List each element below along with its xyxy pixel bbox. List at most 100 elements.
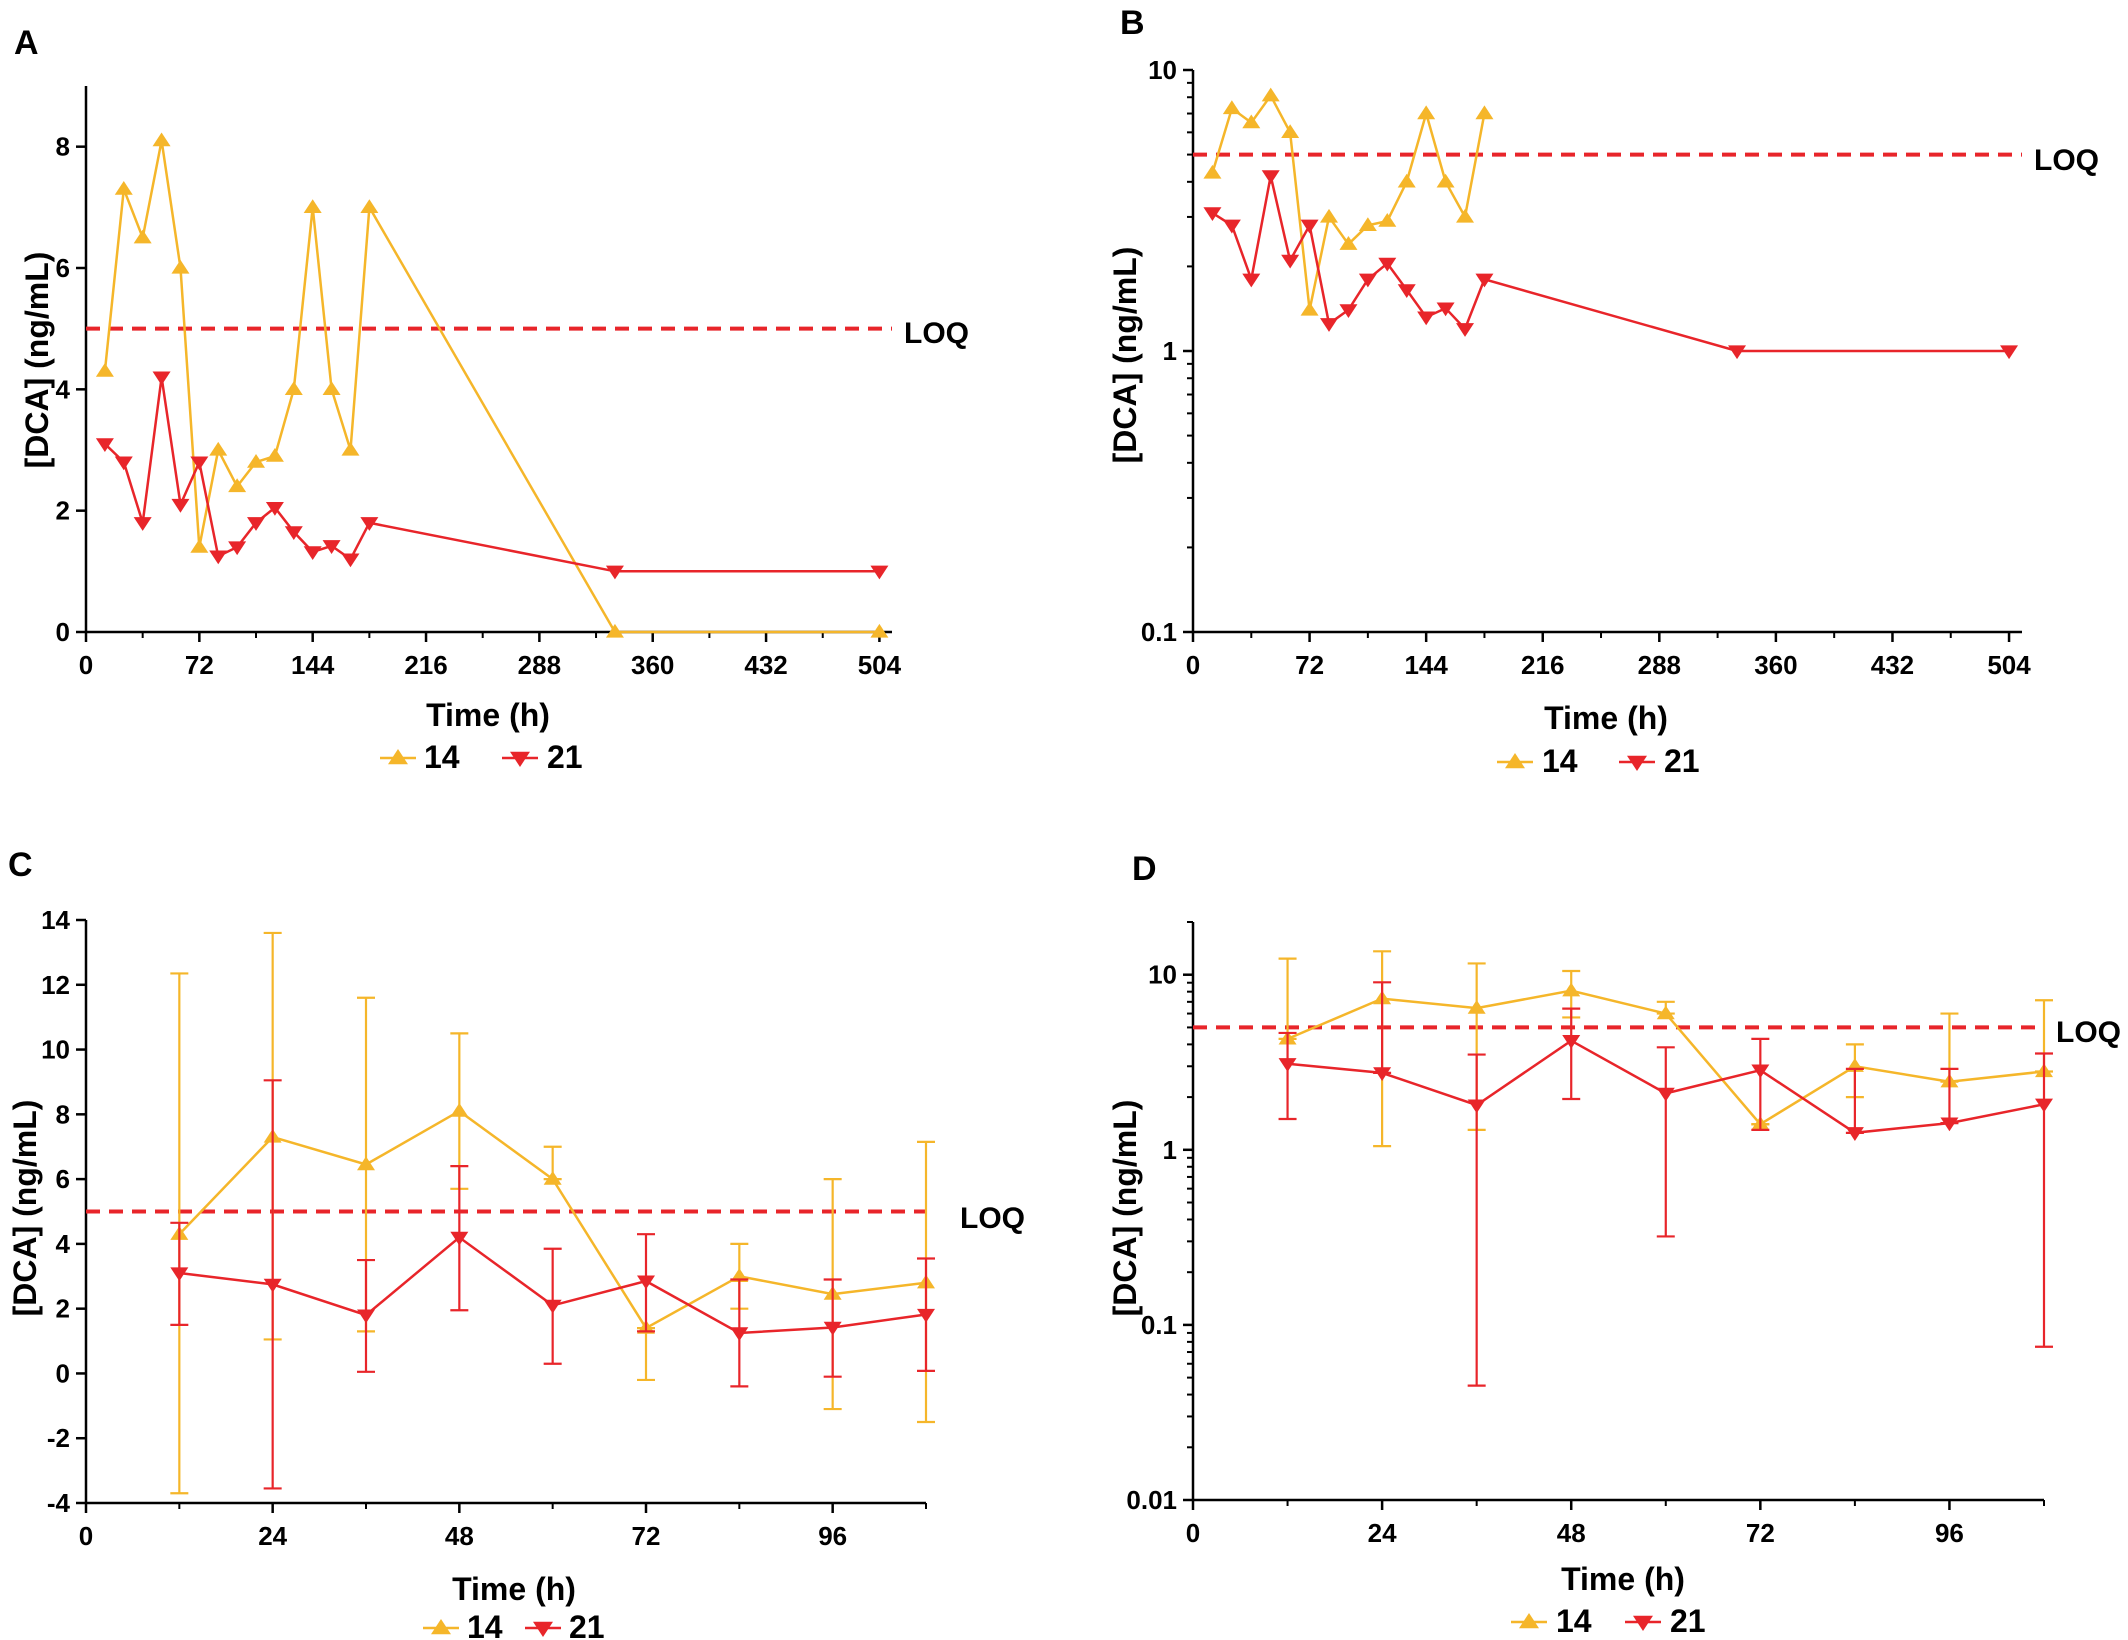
x-tick-layer: 0 24 48 72 96 — [79, 1503, 927, 1551]
x-tick-label: 144 — [1404, 650, 1448, 680]
loq-label: LOQ — [960, 1202, 1025, 1235]
data-point — [450, 1102, 469, 1117]
y-tick-label: 8 — [56, 1099, 70, 1129]
legend-marker-21 — [1619, 755, 1655, 771]
y-tick-label: 8 — [56, 132, 70, 162]
y-tick-label: 14 — [41, 905, 70, 935]
legend-triangle — [533, 1621, 553, 1637]
data-point — [1278, 1058, 1297, 1072]
legend-marker-14 — [1497, 753, 1533, 769]
x-tick-layer: 0 72 144 216 288 360 432 504 — [79, 632, 902, 680]
legend-label-14: 14 — [467, 1609, 503, 1640]
data-point — [1358, 273, 1377, 288]
data-point — [263, 1278, 282, 1293]
data-point — [1456, 208, 1475, 223]
plot-layer — [84, 86, 892, 638]
legend-label-21: 21 — [569, 1609, 605, 1640]
panel-letter: C — [8, 846, 33, 884]
y-tick-label: -2 — [47, 1423, 70, 1453]
x-tick-label: 216 — [404, 650, 447, 680]
data-point — [1417, 105, 1436, 120]
data-point — [1339, 236, 1358, 250]
data-point — [1656, 1087, 1675, 1102]
data-point — [190, 456, 209, 471]
x-tick-label: 0 — [79, 650, 93, 680]
x-tick-label: 0 — [79, 1521, 93, 1551]
data-point — [247, 517, 266, 531]
x-tick-label: 48 — [1557, 1518, 1586, 1548]
y-axis-title: [DCA] (ng/mL) — [7, 1100, 43, 1317]
legend: 14 21 — [1511, 1603, 1706, 1639]
data-point — [341, 441, 360, 456]
data-point — [265, 501, 284, 516]
data-point — [133, 229, 152, 244]
data-point — [152, 132, 171, 147]
legend-marker-14 — [380, 749, 416, 765]
data-point — [247, 454, 266, 468]
series-14 — [1203, 87, 1494, 316]
y-tick-label: 12 — [41, 970, 70, 1000]
y-tick-label: 4 — [56, 374, 71, 404]
data-point — [171, 498, 190, 513]
data-point — [357, 1156, 375, 1171]
data-point — [95, 363, 114, 377]
legend-triangle — [1519, 1613, 1539, 1629]
y-axis-title: [DCA] (ng/mL) — [19, 252, 55, 469]
legend-marker-21 — [502, 751, 538, 767]
data-point — [1320, 208, 1339, 223]
data-point — [917, 1308, 935, 1323]
legend-triangle — [1505, 753, 1525, 769]
x-tick-label: 72 — [632, 1521, 661, 1551]
data-point — [190, 538, 209, 553]
data-point — [170, 1267, 189, 1282]
y-tick-layer: 0.1 1 10 — [1141, 55, 1193, 647]
data-point — [1222, 219, 1241, 234]
data-point — [1475, 273, 1494, 288]
loq-label: LOQ — [904, 317, 969, 350]
data-point — [322, 540, 341, 554]
y-tick-label: 1 — [1163, 1135, 1177, 1165]
data-point — [605, 565, 624, 580]
x-tick-label: 24 — [1368, 1518, 1397, 1548]
data-point — [1436, 173, 1455, 188]
y-tick-label: 0.1 — [1141, 617, 1177, 647]
panel-b: B 0.1 1 10 0 72 144 216 288 360 432 504 LOQ [DCA]… — [1107, 4, 2099, 779]
legend-triangle — [431, 1619, 451, 1635]
legend-marker-21 — [525, 1621, 561, 1637]
plot-layer — [1191, 922, 2053, 1502]
y-tick-layer: -4 -2 0 2 4 6 8 10 12 14 — [41, 905, 86, 1518]
data-point — [1562, 982, 1581, 997]
y-tick-label: 6 — [56, 1164, 70, 1194]
plot-layer — [84, 920, 935, 1505]
x-tick-label: 432 — [744, 650, 787, 680]
y-tick-label: 1 — [1163, 336, 1177, 366]
data-point — [114, 456, 133, 471]
data-point — [450, 1231, 469, 1246]
x-tick-label: 72 — [1746, 1518, 1775, 1548]
y-tick-label: 0 — [56, 1358, 70, 1388]
data-point — [1397, 284, 1416, 298]
panel-letter: B — [1120, 4, 1145, 42]
data-point — [1281, 254, 1300, 269]
panel-letter: A — [14, 24, 39, 62]
data-point — [209, 441, 228, 456]
y-tick-label: -4 — [47, 1488, 71, 1518]
legend-label-21: 21 — [547, 739, 583, 775]
legend-label-14: 14 — [1556, 1603, 1592, 1639]
x-axis-title: Time (h) — [1544, 700, 1668, 736]
y-tick-label: 2 — [56, 496, 70, 526]
y-tick-label: 10 — [41, 1035, 70, 1065]
data-point — [1300, 301, 1319, 316]
data-point — [870, 565, 889, 580]
legend-label-14: 14 — [1542, 743, 1578, 779]
plot-layer — [1191, 70, 2022, 634]
x-tick-label: 144 — [291, 650, 335, 680]
data-point — [1751, 1064, 1770, 1079]
x-tick-label: 72 — [185, 650, 214, 680]
data-point — [1562, 1035, 1581, 1049]
data-point — [209, 550, 228, 565]
x-tick-label: 72 — [1295, 650, 1324, 680]
x-tick-label: 0 — [1186, 1518, 1200, 1548]
